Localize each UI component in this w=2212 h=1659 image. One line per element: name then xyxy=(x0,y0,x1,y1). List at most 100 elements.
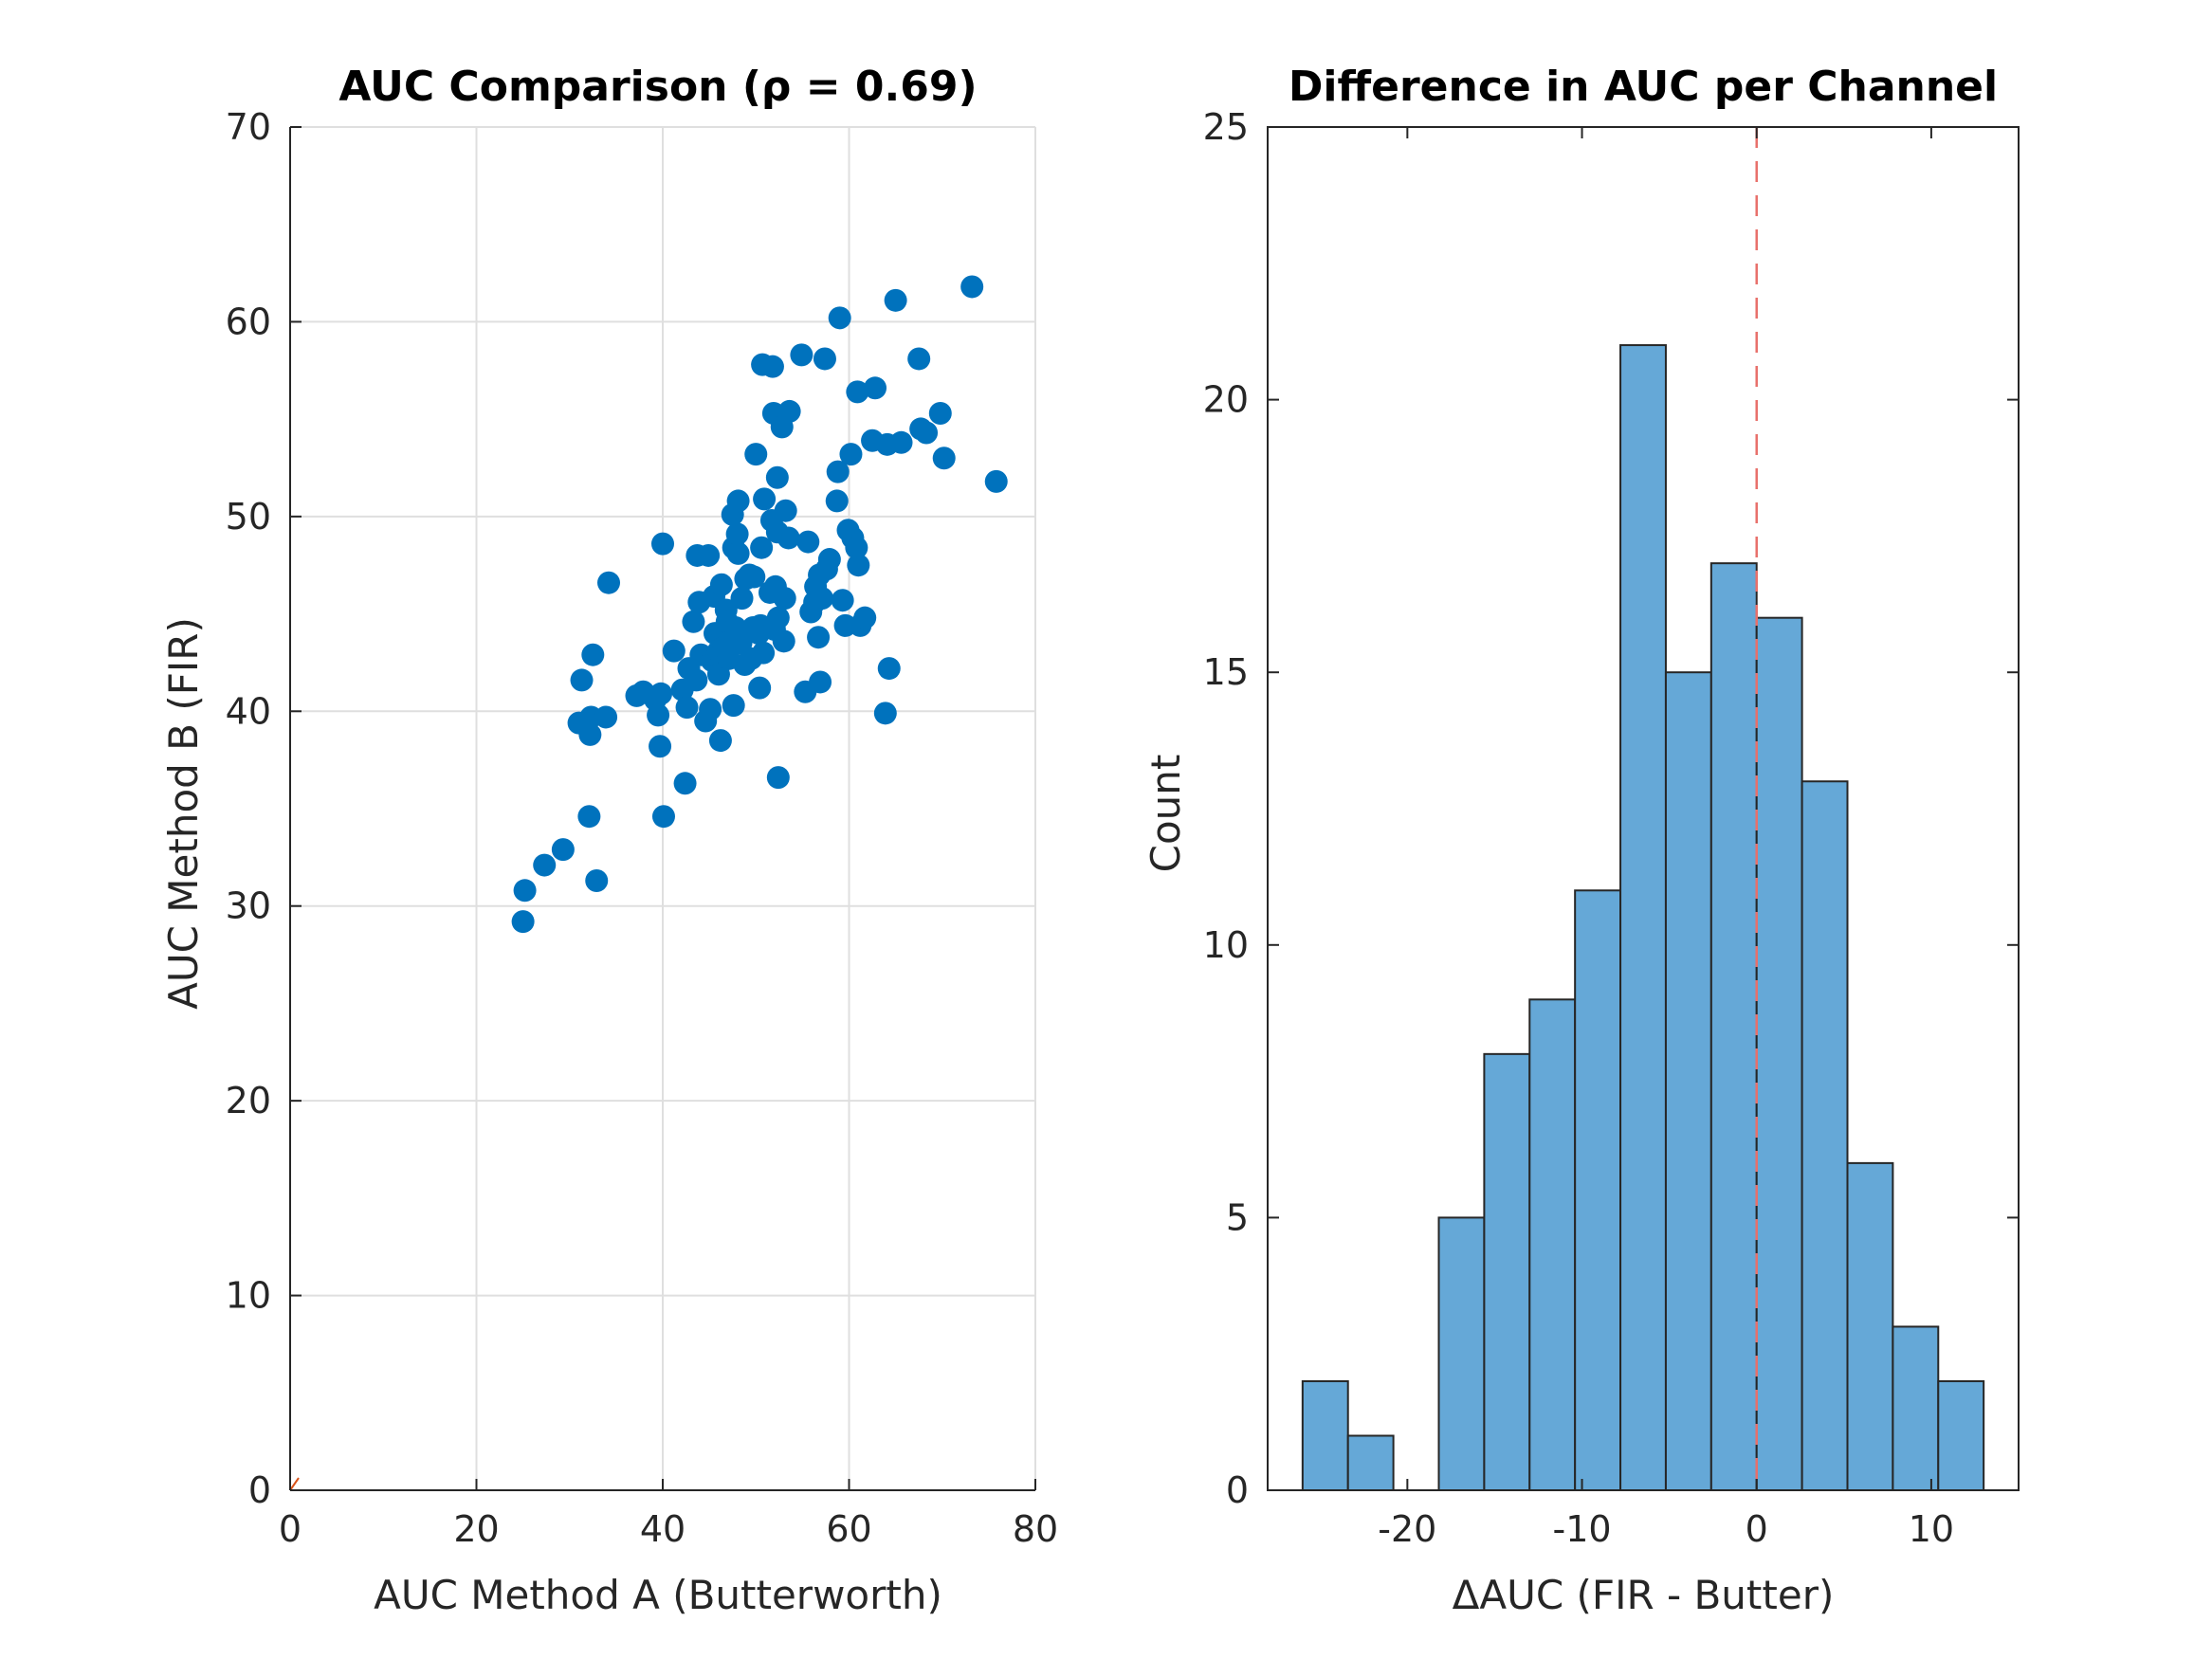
scatter-point xyxy=(825,489,849,513)
scatter-point xyxy=(570,668,594,692)
histogram-y-tick-label: 25 xyxy=(1203,106,1249,148)
scatter-point xyxy=(533,853,557,877)
scatter-point xyxy=(511,910,535,934)
scatter-points xyxy=(511,275,1008,934)
scatter-point xyxy=(577,805,601,829)
scatter-point xyxy=(651,532,674,556)
scatter-point xyxy=(649,735,672,758)
histogram-y-tick-label: 20 xyxy=(1203,379,1249,421)
scatter-point xyxy=(581,643,605,666)
scatter-point xyxy=(873,702,897,725)
scatter-point xyxy=(685,668,708,692)
histogram-x-tick-labels: -20 -10 0 10 xyxy=(1378,1508,1954,1550)
scatter-point xyxy=(585,869,609,893)
scatter-point xyxy=(682,610,705,633)
histogram-x-tick-label: 10 xyxy=(1909,1508,1954,1550)
scatter-point xyxy=(772,629,795,653)
scatter-x-tick-label: 0 xyxy=(279,1508,302,1550)
histogram-y-tick-label: 10 xyxy=(1203,924,1249,966)
scatter-identity-line xyxy=(289,1477,300,1491)
scatter-point xyxy=(765,465,789,489)
histogram-bars xyxy=(1301,344,1985,1492)
scatter-point xyxy=(807,626,831,649)
scatter-y-tick-label: 20 xyxy=(226,1080,271,1121)
histogram-bar xyxy=(1801,780,1849,1491)
histogram-x-tick-label: -10 xyxy=(1552,1508,1611,1550)
scatter-point xyxy=(796,530,820,554)
histogram-bar xyxy=(1483,1052,1531,1491)
scatter-point xyxy=(864,376,887,400)
scatter-x-axis-label: AUC Method A (Butterworth) xyxy=(374,1572,942,1618)
scatter-panel: 0 20 40 60 80 0 10 20 30 40 50 60 70 AUC Comparison… xyxy=(160,63,1058,1618)
scatter-point xyxy=(760,355,784,378)
scatter-y-tick-label: 0 xyxy=(248,1469,271,1511)
scatter-point xyxy=(777,526,800,550)
scatter-point xyxy=(647,703,670,727)
scatter-point xyxy=(907,347,931,371)
scatter-point xyxy=(725,522,749,546)
histogram-bar xyxy=(1619,344,1667,1492)
scatter-point xyxy=(928,401,952,425)
scatter-point xyxy=(813,347,836,371)
scatter-y-tick-label: 70 xyxy=(226,106,271,148)
scatter-x-tick-label: 80 xyxy=(1013,1508,1058,1550)
scatter-point xyxy=(932,447,956,470)
histogram-bar xyxy=(1574,889,1622,1491)
scatter-point xyxy=(845,536,868,559)
scatter-x-tick-label: 60 xyxy=(826,1508,871,1550)
histogram-bar xyxy=(1437,1216,1486,1492)
scatter-point xyxy=(846,380,869,404)
scatter-point xyxy=(877,657,901,681)
scatter-point xyxy=(984,469,1008,493)
scatter-point xyxy=(839,443,863,466)
histogram-y-tick-label: 5 xyxy=(1226,1196,1249,1238)
scatter-x-tick-labels: 0 20 40 60 80 xyxy=(279,1508,1058,1550)
scatter-point xyxy=(847,554,870,577)
scatter-point xyxy=(730,587,754,611)
histogram-bar xyxy=(1709,562,1758,1491)
scatter-y-tick-label: 60 xyxy=(226,301,271,342)
scatter-point xyxy=(726,489,750,513)
scatter-point xyxy=(744,443,768,466)
scatter-point xyxy=(817,548,841,572)
scatter-point xyxy=(675,696,699,720)
scatter-point xyxy=(828,306,851,330)
scatter-point xyxy=(748,676,772,700)
scatter-point xyxy=(766,766,790,790)
histogram-box xyxy=(1267,126,2020,1491)
scatter-point xyxy=(774,499,797,522)
histogram-bar xyxy=(1937,1379,1985,1491)
scatter-point xyxy=(726,541,750,565)
scatter-x-tick-label: 40 xyxy=(640,1508,686,1550)
scatter-point xyxy=(699,698,722,721)
scatter-point xyxy=(697,543,721,567)
histogram-axes-frame xyxy=(1267,126,2020,1491)
scatter-axes-frame xyxy=(289,126,1036,1491)
scatter-point xyxy=(578,722,602,746)
histogram-x-tick-label: 0 xyxy=(1746,1508,1768,1550)
histogram-bar xyxy=(1301,1379,1349,1491)
scatter-point xyxy=(826,460,850,483)
scatter-point xyxy=(649,682,673,705)
scatter-point xyxy=(790,343,814,367)
scatter-y-tick-label: 40 xyxy=(226,690,271,732)
scatter-point xyxy=(750,536,774,559)
scatter-point xyxy=(773,587,796,611)
histogram-y-tick-labels: 0 5 10 15 20 25 xyxy=(1203,106,1249,1511)
scatter-point xyxy=(884,288,907,312)
scatter-y-tick-labels: 0 10 20 30 40 50 60 70 xyxy=(226,106,271,1511)
scatter-point xyxy=(752,641,776,665)
histogram-bar xyxy=(1528,998,1577,1491)
identity-line xyxy=(289,1477,300,1491)
scatter-point xyxy=(853,606,877,629)
scatter-point xyxy=(889,430,913,454)
histogram-y-tick-label: 15 xyxy=(1203,651,1249,693)
scatter-point xyxy=(594,705,618,729)
histogram-bar xyxy=(1846,1161,1894,1491)
scatter-point xyxy=(513,879,537,902)
scatter-point xyxy=(662,639,686,663)
scatter-point xyxy=(753,487,777,511)
scatter-point xyxy=(722,694,745,718)
histogram-panel: -20 -10 0 10 0 5 10 15 20 25 Difference in AUC p… xyxy=(1143,63,2020,1618)
